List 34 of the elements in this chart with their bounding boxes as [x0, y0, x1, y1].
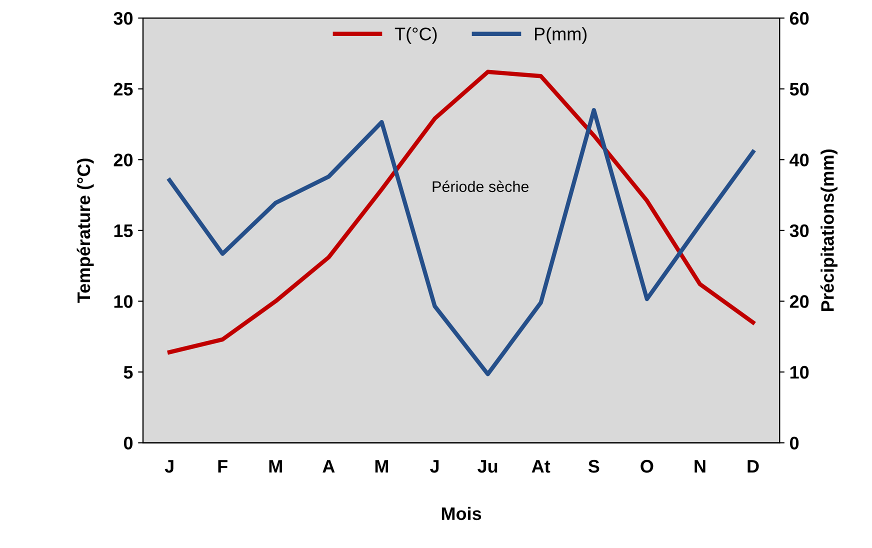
x-tick-label: N — [694, 460, 706, 473]
legend-label: T(°C) — [394, 27, 437, 44]
x-tick-label: Ju — [478, 460, 498, 473]
line-series — [167, 108, 756, 376]
annotation: Période sèche — [432, 180, 529, 192]
x-tick-label: O — [640, 460, 654, 473]
y2-tick-label: 10 — [790, 366, 809, 379]
y2-tick-label: 40 — [790, 154, 809, 166]
y-tick-label: 0 — [124, 436, 133, 450]
y2-axis-title: Précipitations(mm) — [820, 150, 838, 311]
legend-label: P(mm) — [534, 27, 587, 44]
y-tick-label: 15 — [114, 224, 133, 238]
y2-tick-label: 0 — [790, 436, 799, 450]
x-tick-label: F — [218, 460, 228, 473]
x-tick-label: M — [269, 460, 282, 473]
y2-tick-label: 30 — [790, 224, 809, 238]
x-axis-title: Mois — [442, 506, 482, 520]
y-tick-label: 5 — [124, 366, 133, 379]
y2-tick-label: 50 — [790, 82, 809, 96]
x-tick-label: S — [588, 460, 600, 473]
x-tick-label: A — [322, 460, 335, 473]
y2-tick-label: 20 — [790, 295, 809, 308]
x-tick-label: J — [164, 460, 174, 473]
y-tick-label: 10 — [114, 295, 133, 308]
y-axis-title: Température (°C) — [76, 158, 94, 303]
x-tick-label: M — [375, 460, 388, 473]
y-tick-label: 30 — [114, 12, 133, 25]
y-tick-label: 20 — [114, 154, 133, 166]
y2-tick-label: 60 — [790, 12, 809, 25]
y-tick-label: 25 — [114, 82, 133, 96]
x-tick-label: J — [430, 460, 439, 473]
x-tick-label: At — [532, 460, 550, 473]
line-series — [167, 70, 756, 354]
x-tick-label: D — [748, 460, 759, 473]
